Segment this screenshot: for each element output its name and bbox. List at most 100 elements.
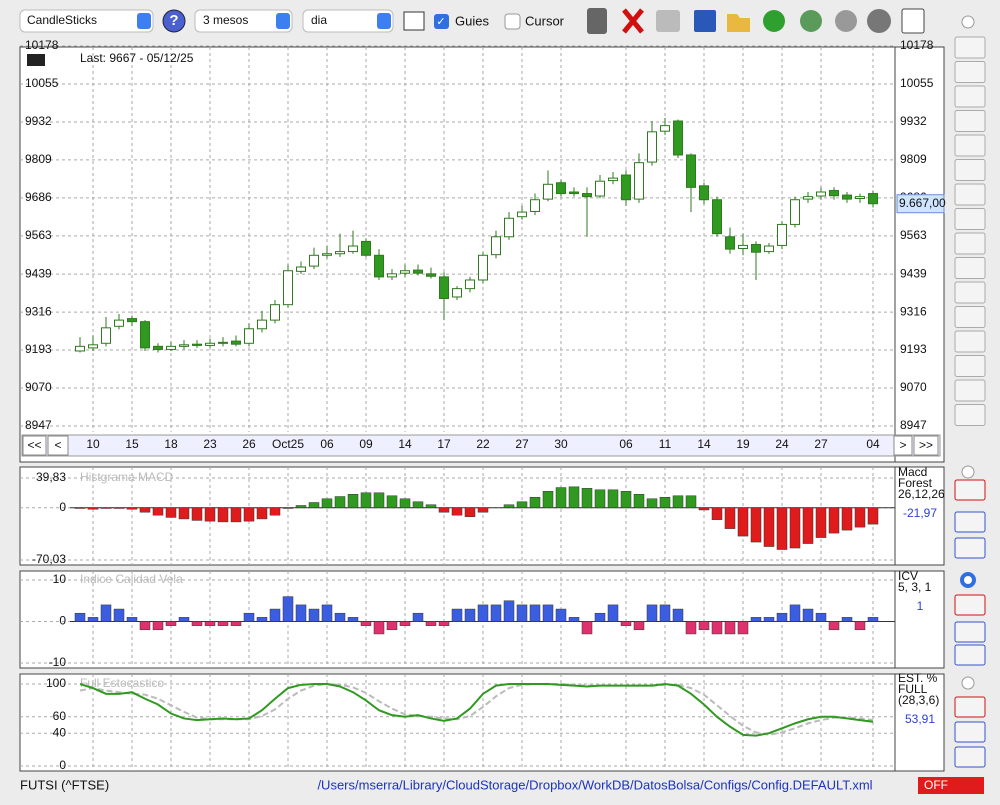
nav-bar xyxy=(21,434,941,457)
y-tick-label: 10055 xyxy=(25,76,59,90)
tool-button[interactable] xyxy=(954,355,986,377)
candle-body xyxy=(868,193,878,205)
radio[interactable] xyxy=(961,15,975,29)
tool-button[interactable] xyxy=(954,183,986,206)
y-tick-label: 0 xyxy=(59,758,66,772)
last-price-box xyxy=(896,194,945,214)
bar xyxy=(529,604,541,622)
tool-button[interactable] xyxy=(954,61,986,83)
y-tick-label-right: 10055 xyxy=(900,76,934,90)
tool-button[interactable] xyxy=(954,36,986,59)
tool-button[interactable] xyxy=(954,208,986,230)
tool-button[interactable] xyxy=(954,644,986,666)
radio[interactable] xyxy=(961,676,975,690)
bar xyxy=(490,604,502,622)
tool-button[interactable] xyxy=(954,621,986,643)
tool-button[interactable] xyxy=(954,404,986,426)
tool-button[interactable] xyxy=(954,232,986,255)
bar xyxy=(464,608,476,622)
y-tick-label: -10 xyxy=(49,655,67,669)
tool-button[interactable] xyxy=(954,594,986,616)
nav-button[interactable] xyxy=(22,435,47,456)
bar xyxy=(321,498,333,508)
tool-button[interactable] xyxy=(954,721,986,743)
candle-body xyxy=(816,191,826,197)
candle-body xyxy=(504,217,514,238)
tool-button[interactable] xyxy=(954,306,986,328)
bar xyxy=(269,507,281,516)
bar xyxy=(607,604,619,622)
tool-button[interactable] xyxy=(954,85,986,108)
tool-button[interactable] xyxy=(954,537,986,559)
calendar-icon[interactable] xyxy=(901,8,925,34)
currency-icon[interactable] xyxy=(835,10,857,32)
candle-body xyxy=(673,120,683,156)
candle-body xyxy=(582,193,592,198)
tool-button[interactable] xyxy=(954,110,986,132)
nav-button[interactable] xyxy=(913,435,939,456)
bar xyxy=(555,608,567,622)
bar xyxy=(139,507,151,513)
nav-button[interactable] xyxy=(893,435,913,456)
bar xyxy=(841,507,853,531)
period-select[interactable] xyxy=(194,9,293,33)
print-icon[interactable] xyxy=(656,10,680,32)
y-tick-label: 8947 xyxy=(25,418,52,432)
config-path[interactable]: /Users/mserra/Library/CloudStorage/Dropb… xyxy=(317,777,872,792)
bar xyxy=(724,507,736,529)
bar xyxy=(191,507,203,521)
chart-type-select[interactable] xyxy=(19,9,154,33)
candle-body xyxy=(543,183,553,200)
bar xyxy=(373,492,385,508)
legend-text: Forest xyxy=(898,476,933,490)
tool-button[interactable] xyxy=(954,281,986,304)
trash-icon[interactable] xyxy=(587,8,607,34)
refresh-icon[interactable] xyxy=(763,10,785,32)
x-tick-label: 30 xyxy=(554,437,568,451)
guides-checkbox[interactable] xyxy=(434,14,449,29)
tool-button[interactable] xyxy=(954,746,986,768)
bar xyxy=(763,617,775,622)
interval-select[interactable] xyxy=(302,9,394,33)
bar xyxy=(568,486,580,508)
bar xyxy=(685,621,697,635)
help-button[interactable] xyxy=(162,9,186,33)
cursor-label: Cursor xyxy=(525,13,565,28)
candle-body xyxy=(699,185,709,201)
delete-icon[interactable] xyxy=(622,8,644,34)
bar xyxy=(399,621,411,626)
bar xyxy=(698,621,710,631)
tool-button[interactable] xyxy=(954,479,986,501)
candle-body xyxy=(751,243,761,253)
bar xyxy=(243,612,255,622)
tool-button[interactable] xyxy=(954,330,986,353)
candle-body xyxy=(140,321,150,349)
open-icon[interactable] xyxy=(727,14,750,32)
x-tick-label: 14 xyxy=(398,437,412,451)
tool-button[interactable] xyxy=(954,511,986,533)
bar xyxy=(815,612,827,622)
tool-button[interactable] xyxy=(954,696,986,718)
y-tick-label-right: 9932 xyxy=(900,114,927,128)
chart-icon xyxy=(27,54,45,66)
bar xyxy=(594,489,606,508)
bar xyxy=(854,507,866,528)
tool-button[interactable] xyxy=(954,257,986,279)
radio[interactable] xyxy=(960,572,976,588)
candle-body xyxy=(426,273,436,277)
tool-button[interactable] xyxy=(954,159,986,181)
tool-button[interactable] xyxy=(954,379,986,402)
update-icon[interactable] xyxy=(800,10,822,32)
save-icon[interactable] xyxy=(694,10,716,32)
radio[interactable] xyxy=(961,465,975,479)
settings-icon[interactable] xyxy=(867,9,891,33)
legend-text: (28,3,6) xyxy=(898,693,939,707)
chart-icon[interactable] xyxy=(403,11,425,31)
cursor-checkbox[interactable] xyxy=(504,13,521,30)
candle-body xyxy=(192,343,202,346)
candle-body xyxy=(777,223,787,246)
bar xyxy=(217,621,229,626)
tool-button[interactable] xyxy=(954,134,986,157)
nav-button[interactable] xyxy=(47,435,69,456)
bar xyxy=(360,492,372,508)
